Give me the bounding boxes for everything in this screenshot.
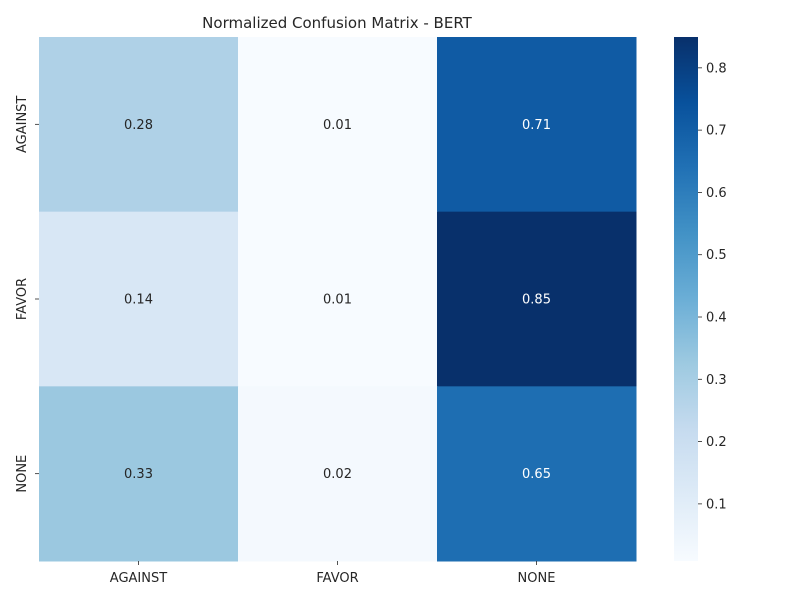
x-tick-label: AGAINST (110, 571, 167, 586)
heatmap-cell (39, 211, 239, 387)
cell-value-label: 0.01 (323, 293, 352, 308)
cell-value-label: 0.85 (522, 293, 551, 308)
y-tick-label: NONE (15, 455, 30, 493)
colorbar-gradient (674, 37, 698, 561)
heatmap-cell (238, 37, 438, 213)
colorbar-tick-label: 0.3 (706, 373, 727, 388)
heatmap-cell (238, 211, 438, 387)
x-axis: AGAINST FAVOR NONE (110, 561, 556, 586)
colorbar-tick-label: 0.6 (706, 186, 727, 201)
y-tick-label: FAVOR (15, 278, 30, 320)
x-tick-label: NONE (518, 571, 556, 586)
colorbar-tick-label: 0.2 (706, 435, 727, 450)
cell-value-label: 0.65 (522, 467, 551, 482)
cell-value-label: 0.28 (124, 118, 153, 133)
cell-value-label: 0.33 (124, 467, 153, 482)
heatmap-cell-labels: 0.28 0.01 0.71 0.14 0.01 0.85 0.33 0.02 0.65 (124, 118, 551, 482)
heatmap-cell (437, 37, 637, 213)
heatmap-cells (39, 37, 637, 562)
cell-value-label: 0.01 (323, 118, 352, 133)
cell-value-label: 0.02 (323, 467, 352, 482)
heatmap-cell (437, 386, 637, 562)
colorbar-tick-label: 0.7 (706, 124, 727, 139)
colorbar-tick-label: 0.8 (706, 61, 727, 76)
colorbar-tick-label: 0.5 (706, 248, 727, 263)
y-axis: AGAINST FAVOR NONE (15, 96, 39, 493)
cell-value-label: 0.14 (124, 293, 153, 308)
chart-title: Normalized Confusion Matrix - BERT (202, 14, 472, 32)
colorbar-tick-label: 0.4 (706, 311, 727, 326)
colorbar: 0.1 0.2 0.3 0.4 0.5 0.6 0.7 0.8 (674, 37, 727, 561)
heatmap-cell (39, 37, 239, 213)
heatmap-cell (238, 386, 438, 562)
x-tick-label: FAVOR (316, 571, 358, 586)
heatmap-cell (437, 211, 637, 387)
colorbar-tick-label: 0.1 (706, 497, 727, 512)
heatmap-cell (39, 386, 239, 562)
colorbar-ticks: 0.1 0.2 0.3 0.4 0.5 0.6 0.7 0.8 (698, 61, 727, 512)
y-tick-label: AGAINST (15, 96, 30, 153)
cell-value-label: 0.71 (522, 118, 551, 133)
